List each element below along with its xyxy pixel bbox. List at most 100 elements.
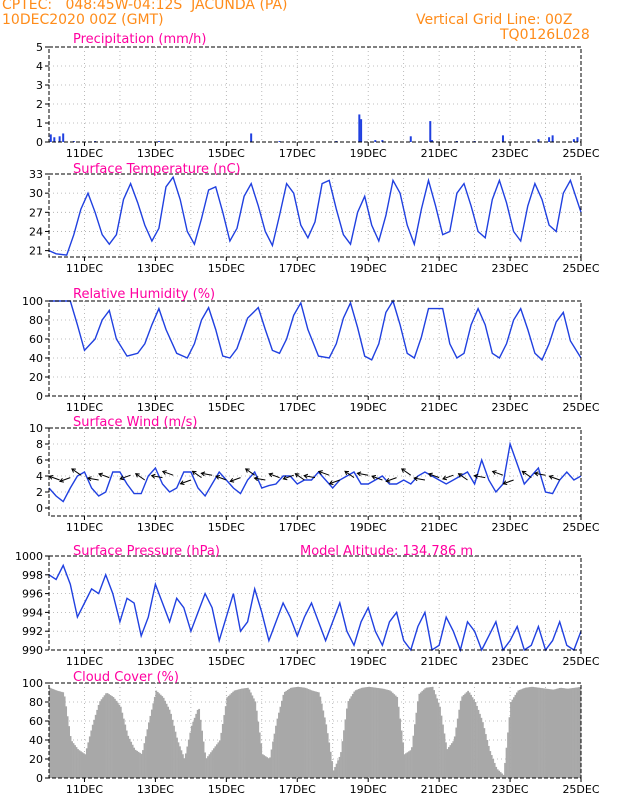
cloud-bar [245, 688, 248, 778]
x-tick-label: 15DEC [208, 147, 245, 160]
cloud-bar [415, 712, 418, 778]
cloud-bar [241, 688, 243, 778]
y-tick-label: 990 [22, 644, 43, 657]
cloud-bar [459, 700, 462, 778]
cloud-bar [437, 702, 440, 778]
cloud-bar [388, 690, 391, 778]
cloud-bar [221, 723, 224, 778]
cloud-bar [390, 691, 393, 778]
y-tick-label: 40 [29, 352, 43, 365]
cloud-bar [387, 690, 390, 778]
cloud-bar [137, 751, 140, 778]
wind-arrow [303, 473, 316, 479]
cloud-bar [576, 687, 579, 778]
cloud-bar [244, 688, 246, 778]
cloud-bar [161, 696, 164, 778]
cloud-bar [406, 752, 409, 778]
x-tick-label: 11DEC [66, 401, 103, 414]
cloud-bar [480, 717, 483, 778]
cloud-bar [88, 736, 91, 778]
cloud-bar [105, 693, 107, 778]
cloud-bar [288, 688, 291, 778]
cloud-bar [455, 727, 458, 778]
grid-note: Vertical Grid Line: 00Z [416, 12, 573, 28]
cloud-bar [359, 688, 362, 778]
cloud-bar [487, 745, 490, 778]
cloud-bar [505, 747, 508, 778]
wind-arrow [491, 470, 504, 476]
cloud-bar [448, 747, 450, 778]
cloud-bar [320, 703, 323, 778]
y-tick-label: 994 [22, 606, 43, 619]
panel-subtitle: Model Altitude: 134.786 m [300, 544, 473, 559]
plot-frame [48, 427, 582, 517]
cloud-bar [74, 745, 76, 778]
wind-arrow [521, 470, 532, 479]
cloud-bar [411, 747, 413, 778]
cloud-bar [446, 749, 449, 778]
cloud-bar [347, 701, 350, 778]
cloud-bar [282, 694, 285, 778]
cloud-bar [300, 687, 302, 778]
cloud-bar [477, 709, 480, 778]
cloud-bar [501, 773, 503, 778]
wind-arrow [371, 474, 383, 481]
cloud-bar [232, 691, 235, 778]
cloud-bar [430, 687, 433, 778]
cloud-bar [465, 692, 468, 778]
precip-bar [501, 135, 504, 142]
cloud-bar [338, 756, 341, 778]
cloud-bar [122, 718, 125, 778]
cloud-bar [93, 719, 96, 778]
plot-frame [48, 555, 582, 651]
cloud-bar [106, 693, 109, 778]
panel-4: 0 2 4 6 8 10 11DEC 13DEC 15DEC 17DEC 19DEC 21DEC 23D… [29, 415, 600, 534]
cloud-bar [124, 724, 127, 778]
cloud-bar [570, 688, 573, 778]
wind-arrow [98, 472, 110, 479]
y-tick-label: 996 [22, 588, 43, 601]
cloud-bar [554, 689, 557, 778]
cloud-bar [87, 742, 90, 778]
cloud-bar [481, 722, 484, 778]
x-tick-label: 19DEC [350, 655, 387, 668]
cloud-bar [218, 740, 221, 778]
cloud-bar [450, 743, 453, 778]
wind-arrow [548, 474, 560, 481]
cloud-bar [374, 687, 376, 778]
cloud-bar [552, 689, 555, 778]
x-tick-label: 23DEC [492, 783, 529, 796]
cloud-bar [283, 691, 286, 778]
cloud-bar [517, 690, 520, 778]
wind-arrow [533, 471, 546, 477]
cloud-bar [298, 686, 301, 778]
panel-title: Relative Humidity (%) [73, 287, 215, 302]
x-tick-label: 13DEC [137, 655, 174, 668]
wind-arrow [282, 474, 294, 481]
panel-title: Surface Temperature (nC) [73, 162, 241, 177]
date-header: 10DEC2020 00Z (GMT) [2, 12, 164, 28]
cloud-bar [112, 697, 115, 778]
cloud-bar [523, 688, 526, 778]
wind-arrow [457, 473, 468, 481]
cloud-bar [551, 689, 554, 778]
cloud-bar [400, 730, 403, 778]
cloud-bar [121, 712, 124, 778]
cloud-bar [567, 688, 570, 778]
cloud-bar [440, 715, 443, 778]
x-tick-label: 15DEC [208, 783, 245, 796]
cloud-bar [378, 688, 381, 778]
cloud-bar [229, 694, 232, 778]
wind-arrow [150, 473, 163, 479]
cloud-bar [408, 751, 410, 778]
cloud-bar [492, 759, 495, 778]
wind-arrow [119, 474, 131, 481]
precip-bar [58, 136, 61, 142]
cloud-bar [368, 686, 370, 778]
y-tick-label: 24 [29, 225, 43, 238]
wind-arrow [473, 473, 486, 479]
x-tick-label: 15DEC [208, 655, 245, 668]
y-tick-label: 21 [29, 245, 43, 258]
cloud-bar [511, 699, 514, 778]
cloud-bar [380, 688, 382, 778]
